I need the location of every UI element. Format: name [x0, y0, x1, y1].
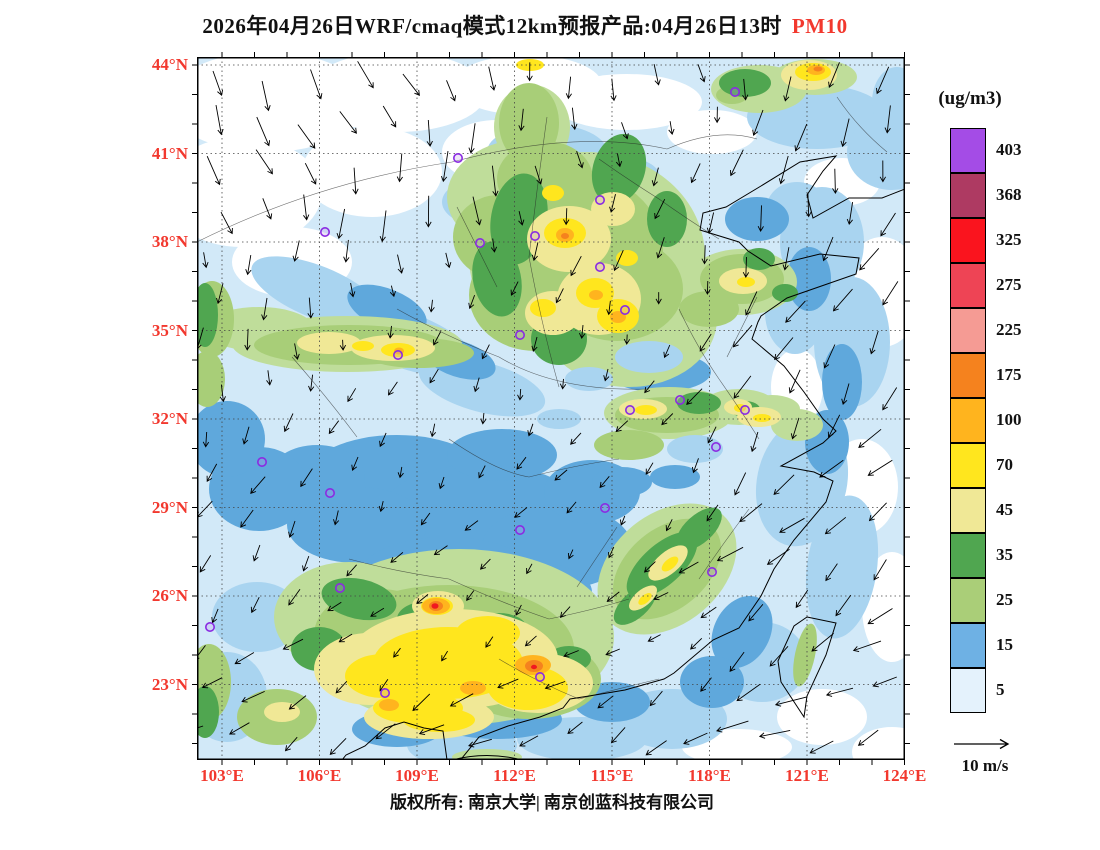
- city-marker: [393, 349, 404, 360]
- lon-tick-label: 103°E: [200, 766, 244, 785]
- city-marker: [594, 195, 605, 206]
- lon-tick-label: 106°E: [297, 766, 342, 785]
- city-marker: [739, 404, 750, 415]
- pm10-field-yellow: [345, 59, 831, 732]
- city-marker: [729, 86, 740, 97]
- city-marker: [320, 227, 331, 238]
- axis-ticks: [192, 52, 910, 765]
- map-frame: [197, 57, 905, 760]
- colorbar-cell: [950, 173, 986, 218]
- page-title: 2026年04月26日WRF/cmaq模式12km预报产品:04月26日13时 P…: [0, 10, 1050, 40]
- colorbar-level-label: 45: [996, 500, 1013, 519]
- city-marker: [624, 404, 635, 415]
- city-marker: [205, 621, 215, 632]
- colorbar-level-label: 275: [996, 275, 1022, 294]
- city-marker: [325, 487, 336, 498]
- wind-vectors: [197, 61, 899, 756]
- city-marker: [619, 305, 630, 316]
- colorbar-cell: [950, 218, 986, 263]
- lat-tick-label: 38°N: [151, 232, 188, 251]
- wind-scale-arrow: [954, 738, 1010, 750]
- colorbar-level-label: 325: [996, 230, 1022, 249]
- wind-vectors-layer: [197, 61, 899, 756]
- city-marker: [256, 456, 267, 467]
- lat-tick-label: 26°N: [151, 586, 188, 605]
- colorbar-level-label: 100: [996, 410, 1022, 429]
- city-marker: [514, 524, 525, 535]
- map-area: [192, 52, 910, 765]
- colorbar-cell: [950, 623, 986, 668]
- colorbar-cell: [950, 533, 986, 578]
- copyright-footer: 版权所有: 南京大学| 南京创蓝科技有限公司: [390, 793, 714, 812]
- colorbar-cell: [950, 263, 986, 308]
- pm10-field-red: [431, 603, 537, 670]
- colorbar-cell: [950, 308, 986, 353]
- lon-tick-label: 121°E: [785, 766, 829, 785]
- colorbar-level-label: 225: [996, 320, 1022, 339]
- colorbar-cell: [950, 578, 986, 623]
- colorbar-level-label: 368: [996, 185, 1022, 204]
- colorbar-cell: [950, 488, 986, 533]
- colorbar-cell: [950, 443, 986, 488]
- city-marker: [380, 687, 391, 698]
- city-marker: [706, 566, 717, 577]
- colorbar-level-label: 403: [996, 140, 1022, 159]
- lat-tick-label: 32°N: [151, 409, 188, 428]
- colorbar-level-label: 70: [996, 455, 1013, 474]
- lon-tick-label: 109°E: [395, 766, 439, 785]
- colorbar-cell: [950, 353, 986, 398]
- colorbar-cell: [950, 128, 986, 173]
- city-marker: [674, 394, 685, 405]
- colorbar-level-label: 15: [996, 635, 1013, 654]
- city-marker: [529, 231, 540, 242]
- city-marker: [335, 582, 346, 593]
- city-marker: [474, 238, 485, 249]
- colorbar-cell: [950, 398, 986, 443]
- lon-tick-label: 118°E: [688, 766, 731, 785]
- city-marker: [710, 441, 721, 452]
- lon-tick-label: 124°E: [882, 766, 927, 785]
- lon-tick-label: 115°E: [590, 766, 634, 785]
- colorbar-level-label: 25: [996, 590, 1013, 609]
- latlon-gridlines: [197, 57, 905, 760]
- lat-tick-label: 44°N: [151, 55, 188, 74]
- title-pollutant: PM10: [791, 14, 848, 38]
- city-markers-layer: [205, 86, 750, 698]
- city-marker: [514, 329, 525, 340]
- title-text: 2026年04月26日WRF/cmaq模式12km预报产品:04月26日13时: [202, 14, 782, 38]
- city-marker: [594, 262, 605, 273]
- lat-tick-label: 35°N: [151, 320, 188, 340]
- colorbar-cell: [950, 668, 986, 713]
- city-marker: [599, 502, 610, 513]
- forecast-map-canvas: [192, 52, 910, 765]
- city-marker: [534, 671, 545, 682]
- wind-scale-label: 10 m/s: [961, 756, 1009, 775]
- lat-tick-label: 41°N: [151, 143, 188, 163]
- city-marker: [452, 153, 463, 164]
- colorbar-level-label: 175: [996, 365, 1022, 384]
- colorbar-level-label: 5: [996, 680, 1005, 699]
- lon-tick-label: 112°E: [493, 766, 536, 785]
- colorbar: [950, 128, 986, 713]
- lat-tick-label: 29°N: [151, 497, 188, 517]
- lat-tick-label: 23°N: [151, 674, 188, 694]
- colorbar-unit-label: (ug/m3): [938, 88, 1002, 109]
- colorbar-level-label: 35: [996, 545, 1013, 564]
